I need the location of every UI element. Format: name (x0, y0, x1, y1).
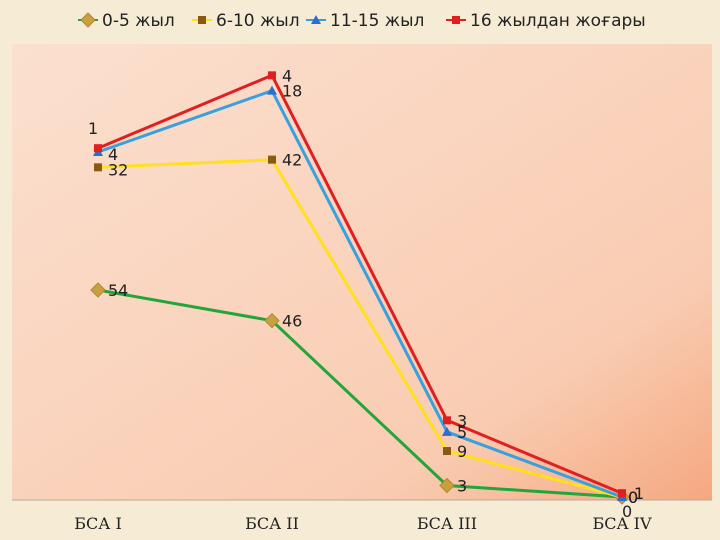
series-1-data-label-4: 0 (622, 502, 632, 521)
series-3-point-2 (267, 85, 277, 95)
x-tick-label-4: БСА IV (592, 514, 652, 533)
legend-label: 0-5 жыл (102, 11, 175, 31)
series-1-point-3 (439, 477, 455, 494)
series-1-line (97, 288, 623, 499)
series-2-data-label-2: 42 (282, 151, 302, 170)
x-tick-label-3: БСА III (417, 514, 477, 533)
legend-item-3: 11-15 жыл (306, 11, 424, 31)
series-1-data-label-3: 3 (457, 477, 467, 496)
series-3-point-3 (442, 426, 452, 436)
series-2-data-label-1: 32 (108, 160, 128, 179)
series-2-point-3 (443, 447, 451, 455)
series-3-data-label-3: 5 (457, 423, 467, 442)
legend-label: 6-10 жыл (216, 11, 300, 31)
series-1-data-label-1: 54 (108, 281, 128, 300)
series-2-line (97, 158, 623, 499)
series-4-point-3 (443, 416, 451, 425)
series-4-group (94, 71, 626, 498)
series-4-data-label-3: 3 (457, 411, 467, 430)
series-3-data-label-4: 0 (628, 488, 638, 507)
series-3-data-label-2: 18 (282, 82, 302, 101)
x-tick-labels: БСА I БСА II БСА III БСА IV (74, 514, 652, 533)
series-4-point-4 (618, 489, 626, 498)
legend-item-2: 6-10 жыл (192, 11, 300, 31)
legend: 0-5 жыл 6-10 жыл 11-15 жыл 16 жылдан жоғары (78, 11, 646, 31)
series-4-data-label-2: 4 (282, 66, 292, 85)
legend-label: 11-15 жыл (330, 11, 424, 31)
x-tick-label-2: БСА II (245, 514, 299, 533)
legend-marker (198, 16, 206, 24)
series-4-data-label-1: 1 (88, 119, 98, 138)
series-1-group (90, 282, 630, 505)
series-3-group (93, 85, 627, 501)
legend-label: 16 жылдан жоғары (470, 11, 646, 31)
series-3-line (97, 89, 623, 499)
series-2-data-label-4: 0 (628, 488, 638, 507)
plot-area (12, 44, 712, 500)
series-2-data-label-3: 9 (457, 442, 467, 461)
series-1-point-1 (90, 282, 106, 298)
legend-item-1: 0-5 жыл (78, 11, 175, 31)
series-4-point-1 (94, 144, 102, 153)
series-3-data-label-1: 4 (108, 145, 118, 164)
series-1-data-label-2: 46 (282, 312, 302, 331)
series-4-data-label-4: 1 (634, 484, 644, 503)
x-tick-label-1: БСА I (74, 514, 122, 533)
legend-marker (452, 16, 460, 24)
legend-marker (311, 15, 321, 24)
legend-item-4: 16 жылдан жоғары (446, 11, 646, 31)
series-layer (90, 71, 630, 505)
series-4-point-2 (268, 71, 276, 80)
legend-marker (80, 12, 96, 28)
series-4-line (97, 73, 623, 495)
series-1-point-2 (264, 312, 280, 329)
series-2-point-2 (268, 155, 276, 164)
series-2-point-1 (94, 163, 102, 172)
